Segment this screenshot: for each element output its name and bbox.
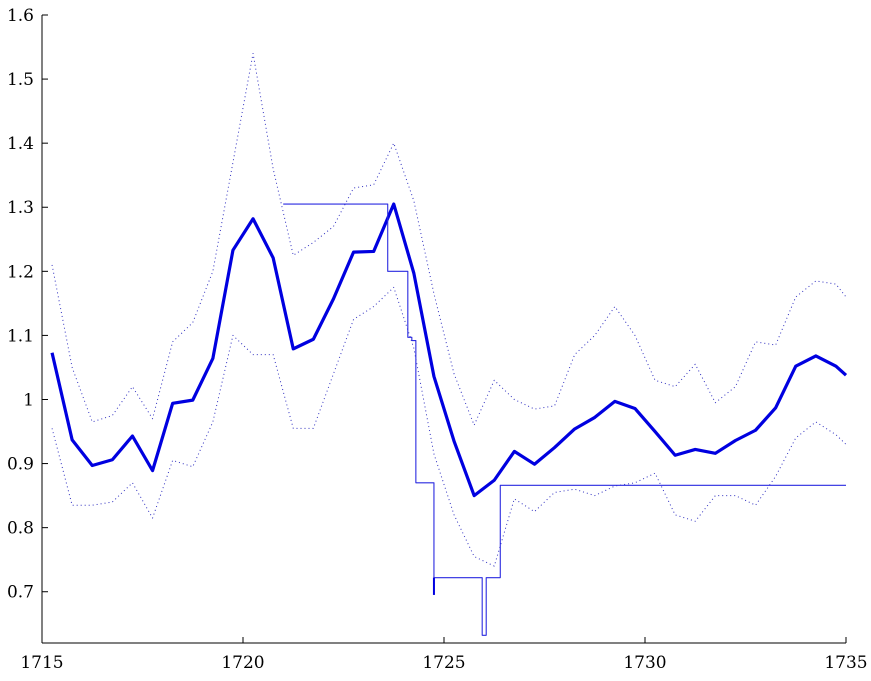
y-tick-label: 1.1 bbox=[7, 326, 34, 346]
y-ticks: 0.7 0.8 0.9 1 1.1 1.2 1.3 1.4 1.5 1.6 bbox=[7, 6, 48, 603]
series-thick-line bbox=[50, 202, 848, 498]
y-tick-label: 1 bbox=[23, 390, 34, 410]
y-tick-label: 1.6 bbox=[7, 6, 34, 26]
y-tick-label: 1.2 bbox=[7, 262, 34, 282]
series-step-line bbox=[283, 203, 846, 636]
y-tick-label: 0.8 bbox=[7, 519, 34, 539]
series-layer bbox=[50, 52, 848, 636]
y-tick-label: 1.3 bbox=[7, 198, 34, 218]
y-tick-label: 1.4 bbox=[7, 134, 34, 154]
y-tick-label: 0.9 bbox=[7, 455, 34, 475]
x-tick-label: 1735 bbox=[824, 653, 867, 673]
x-tick-label: 1725 bbox=[422, 653, 465, 673]
axes bbox=[41, 15, 846, 644]
x-tick-label: 1730 bbox=[623, 653, 666, 673]
x-tick-label: 1715 bbox=[20, 653, 63, 673]
y-tick-label: 1.5 bbox=[7, 70, 34, 90]
series-lower-bound-line bbox=[51, 286, 847, 567]
y-tick-label: 0.7 bbox=[7, 583, 34, 603]
series-upper-bound-line bbox=[51, 52, 847, 426]
x-tick-label: 1720 bbox=[221, 653, 264, 673]
x-ticks: 1715 1720 1725 1730 1735 bbox=[20, 637, 868, 673]
